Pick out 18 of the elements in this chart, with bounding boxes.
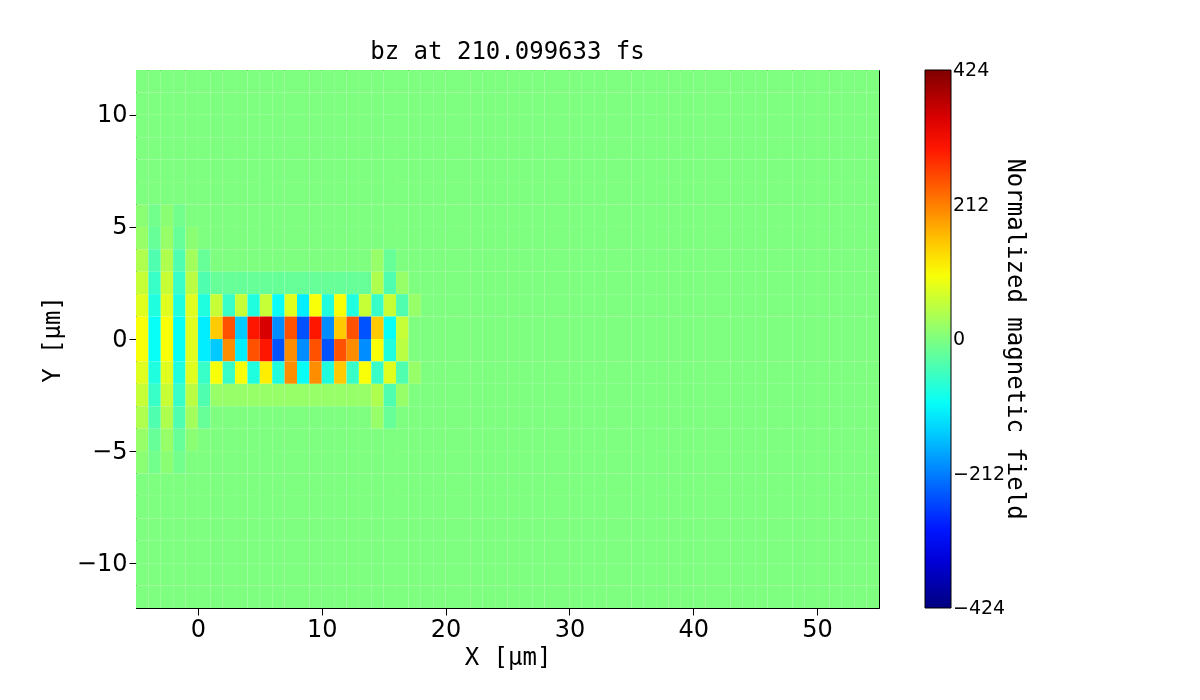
y-tick-label: −5 [92, 436, 128, 465]
x-tick-label: 20 [430, 614, 462, 643]
y-tick-label: −10 [76, 548, 128, 577]
color-bar-label: −424 [953, 596, 1006, 618]
x-tick-label: 40 [678, 614, 710, 643]
x-tick-label: 30 [554, 614, 586, 643]
chart-title: bz at 210.099633 fs [370, 37, 645, 65]
y-tick-label: 10 [96, 100, 128, 129]
x-tick-label: 0 [190, 614, 207, 643]
color-bar-label: 0 [953, 327, 966, 349]
y-axis-title: Y [μm] [37, 296, 66, 383]
x-axis-title: X [μm] [464, 642, 552, 671]
x-tick-label: 50 [802, 614, 833, 643]
x-tick-label: 10 [306, 614, 338, 643]
color-bar-label: 212 [953, 192, 990, 215]
y-tick-label: 0 [112, 324, 128, 353]
y-tick-label: 5 [112, 212, 128, 241]
color-bar-label: 424 [953, 58, 990, 80]
